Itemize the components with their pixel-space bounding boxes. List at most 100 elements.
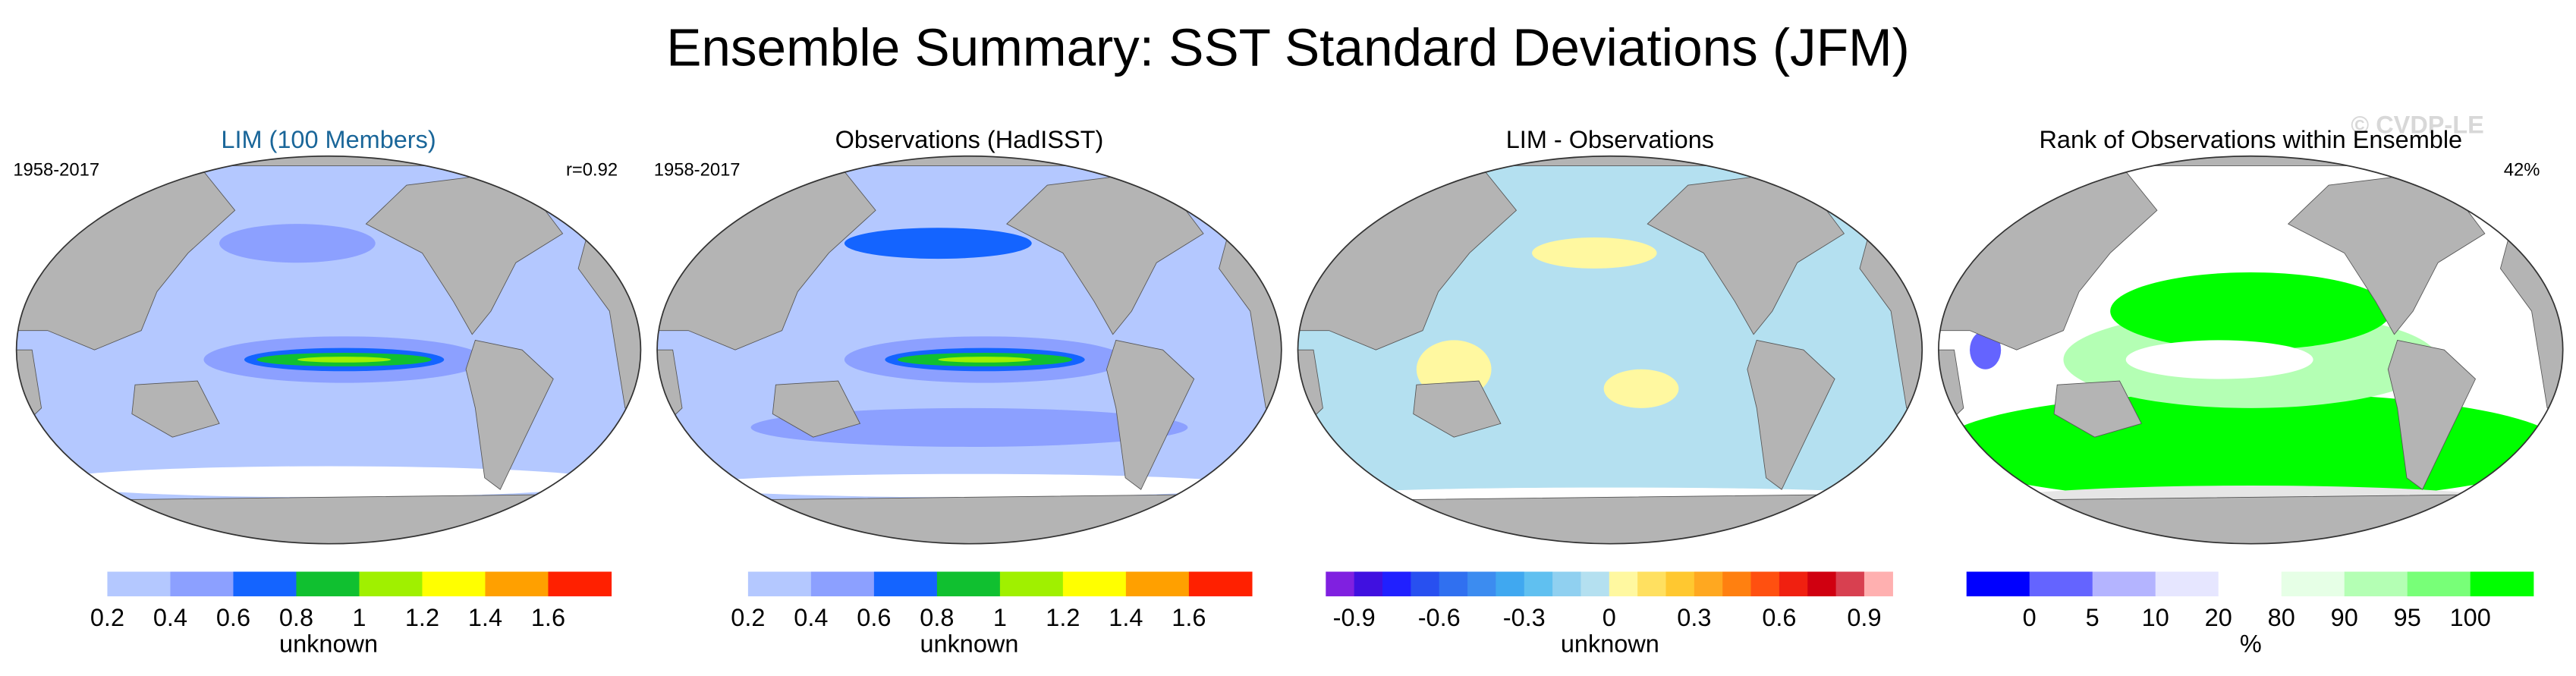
colorbar-bin — [1188, 571, 1253, 596]
colorbar-tick-label: 80 — [2268, 604, 2295, 631]
colorbar-tick-label: 1.4 — [468, 604, 502, 631]
colorbar-bin — [684, 571, 749, 596]
field-region — [2110, 272, 2392, 351]
colorbar-bin — [1694, 571, 1723, 596]
map-border — [1297, 155, 1923, 545]
field-region — [2125, 340, 2313, 379]
colorbar-tick-label: 0.8 — [920, 604, 954, 631]
colorbar-tick-label: 1.2 — [1046, 604, 1080, 631]
colorbar-tick-label: 90 — [2331, 604, 2358, 631]
land — [131, 380, 220, 438]
field-region — [688, 473, 1250, 498]
land — [2387, 339, 2477, 490]
colorbar-bin — [999, 571, 1064, 596]
map — [657, 156, 1282, 544]
colorbar-bin — [1581, 571, 1610, 596]
land — [772, 380, 861, 438]
field-region — [219, 224, 376, 263]
colorbar-tick-label: 0.8 — [279, 604, 313, 631]
map-border — [15, 155, 642, 545]
land — [1938, 492, 2563, 544]
colorbar-bin — [107, 571, 171, 596]
colorbar-bin — [1807, 571, 1837, 596]
colorbar-tick-label: 1 — [993, 604, 1007, 631]
land — [1106, 339, 1195, 490]
colorbar-label: unknown — [920, 630, 1018, 658]
colorbar-bin — [2092, 571, 2156, 596]
colorbar-bin — [170, 571, 234, 596]
field-region — [297, 357, 392, 363]
colorbar-bin — [1411, 571, 1440, 596]
colorbar-bin — [2218, 571, 2282, 596]
colorbar-label: unknown — [1561, 630, 1659, 658]
colorbar-bin — [1665, 571, 1695, 596]
colorbar-bin — [422, 571, 486, 596]
colorbar-tick-label: 20 — [2205, 604, 2232, 631]
colorbar-tick-label: 1.2 — [405, 604, 439, 631]
field-region — [1532, 237, 1657, 269]
colorbar-bin — [2029, 571, 2093, 596]
colorbar-tick-label: -0.9 — [1333, 604, 1376, 631]
stat-label: 42% — [2504, 160, 2540, 181]
colorbar-tick-label: 0.2 — [90, 604, 124, 631]
colorbar-bin — [936, 571, 1001, 596]
colorbar-bin — [1750, 571, 1780, 596]
colorbar-tick-label: 1.4 — [1109, 604, 1143, 631]
panel-title: Observations (HadISST) — [835, 126, 1104, 153]
colorbar-bin — [2281, 571, 2345, 596]
colorbar-bin — [296, 571, 360, 596]
colorbar-bin — [873, 571, 938, 596]
colorbar-bin — [1609, 571, 1638, 596]
colorbar-bin — [1966, 571, 2030, 596]
land — [1413, 380, 1502, 438]
colorbar-tick-label: 0 — [2023, 604, 2037, 631]
colorbar-tick-label: 1 — [352, 604, 366, 631]
colorbar-bin — [1062, 571, 1127, 596]
colorbar-tick-label: 1.6 — [531, 604, 565, 631]
colorbar-bin — [2155, 571, 2219, 596]
colorbar-label: % — [2240, 630, 2262, 658]
colorbar-bin — [747, 571, 812, 596]
colorbar-tick-label: 1.6 — [1172, 604, 1206, 631]
colorbar-tick-label: 10 — [2142, 604, 2169, 631]
panel-title: Rank of Observations within Ensemble — [2039, 126, 2462, 153]
map — [1938, 156, 2563, 544]
field-region — [1603, 369, 1679, 408]
colorbar-bin — [1835, 571, 1865, 596]
colorbar-tick-label: -0.3 — [1503, 604, 1546, 631]
map — [16, 156, 641, 544]
colorbar-bin — [485, 571, 549, 596]
period-label: 1958-2017 — [654, 160, 741, 181]
colorbar-tick-label: 0.6 — [857, 604, 891, 631]
stat-label: r=0.92 — [566, 160, 618, 181]
colorbar-bin — [1722, 571, 1752, 596]
colorbar-label: unknown — [279, 630, 378, 658]
colorbar-bin — [359, 571, 423, 596]
field-region — [47, 466, 610, 498]
colorbar-tick-label: 0.4 — [794, 604, 828, 631]
colorbar-bin — [1439, 571, 1468, 596]
land — [16, 492, 641, 544]
land — [2053, 380, 2142, 438]
colorbar-bin — [1382, 571, 1411, 596]
figure-title: Ensemble Summary: SST Standard Deviation… — [666, 18, 1910, 77]
panel-title: LIM (100 Members) — [221, 126, 436, 153]
colorbar-tick-label: 0.4 — [153, 604, 187, 631]
colorbar-bin — [2470, 571, 2534, 596]
colorbar-bin — [1524, 571, 1553, 596]
colorbar-tick-label: 0.2 — [731, 604, 765, 631]
colorbar-bin — [1125, 571, 1190, 596]
land — [657, 492, 1282, 544]
field-region — [1938, 392, 2563, 501]
map-border — [1938, 155, 2564, 545]
colorbar-tick-label: 0 — [1603, 604, 1616, 631]
field-region — [844, 228, 1032, 259]
colorbar-bin — [233, 571, 297, 596]
colorbar-bin — [1864, 571, 1893, 596]
colorbar-bin — [1496, 571, 1525, 596]
map — [1297, 156, 1923, 544]
colorbar-bin — [2407, 571, 2471, 596]
colorbar-bin — [1779, 571, 1808, 596]
